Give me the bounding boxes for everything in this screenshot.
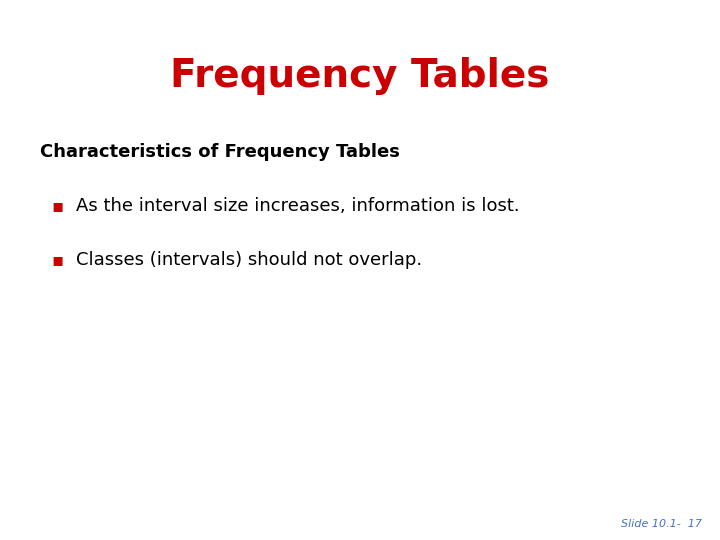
Text: As the interval size increases, information is lost.: As the interval size increases, informat… — [76, 197, 519, 215]
Text: ▪: ▪ — [52, 197, 64, 215]
Text: Characteristics of Frequency Tables: Characteristics of Frequency Tables — [40, 143, 400, 161]
Text: Slide 10.1-  17: Slide 10.1- 17 — [621, 519, 702, 529]
Text: Classes (intervals) should not overlap.: Classes (intervals) should not overlap. — [76, 251, 422, 269]
Text: ▪: ▪ — [52, 251, 64, 269]
Text: Frequency Tables: Frequency Tables — [171, 57, 549, 94]
